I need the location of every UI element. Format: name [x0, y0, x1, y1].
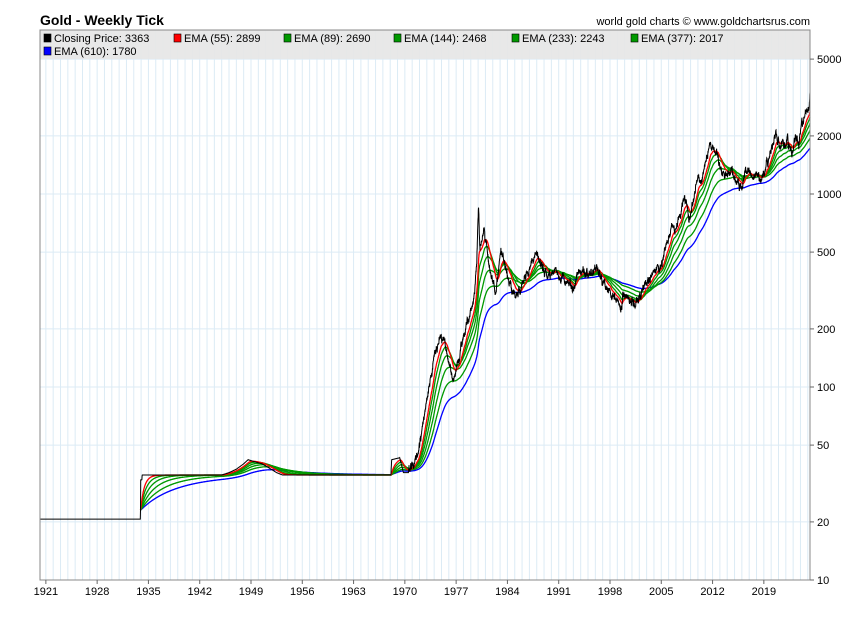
y-tick-label: 500 [817, 247, 835, 259]
y-tick-label: 1000 [817, 189, 841, 201]
x-tick-label: 1984 [495, 586, 519, 598]
x-tick-label: 1970 [393, 586, 417, 598]
y-tick-label: 5000 [817, 54, 841, 66]
x-tick-label: 1998 [598, 586, 622, 598]
x-tick-label: 2019 [752, 586, 776, 598]
ema-610-line [140, 147, 811, 511]
ema-233-line [139, 129, 811, 511]
closing-price-line [40, 92, 811, 520]
plot-area [40, 30, 810, 580]
x-tick-label: 2005 [649, 586, 673, 598]
legend-label: EMA (233): 2243 [522, 33, 605, 45]
legend-label: EMA (610): 1780 [54, 46, 137, 58]
legend-swatch [393, 33, 402, 43]
legend-label: EMA (144): 2468 [404, 33, 487, 45]
plot-border [39, 29, 811, 581]
x-tick-label: 2012 [700, 586, 724, 598]
chart-credit: world gold charts © www.goldchartsrus.co… [595, 16, 810, 28]
y-axis: 5000 2000 1000 500 200 100 50 20 10 [810, 54, 841, 587]
x-tick-label: 1942 [187, 586, 211, 598]
y-tick-label: 50 [817, 440, 829, 452]
x-axis: 1921 1928 1935 1942 1949 1956 1963 1970 1977 1984… [34, 580, 776, 598]
legend-label: Closing Price: 3363 [54, 33, 149, 45]
legend-label: EMA (55): 2899 [184, 33, 260, 45]
x-tick-label: 1949 [239, 586, 263, 598]
ema-89-line [139, 116, 811, 511]
legend-swatch [283, 33, 292, 43]
y-tick-label: 100 [817, 382, 835, 394]
y-tick-label: 10 [817, 575, 829, 587]
ema-377-line [140, 137, 811, 511]
x-tick-label: 1977 [444, 586, 468, 598]
ema-144-line [139, 122, 811, 511]
legend: Closing Price: 3363 EMA (55): 2899 EMA (89… [43, 33, 724, 58]
legend-swatch [173, 33, 182, 43]
legend-background [40, 30, 810, 59]
x-tick-label: 1935 [136, 586, 160, 598]
x-tick-label: 1991 [546, 586, 570, 598]
legend-label: EMA (377): 2017 [641, 33, 724, 45]
x-tick-label: 1963 [341, 586, 365, 598]
x-tick-label: 1928 [85, 586, 109, 598]
series-group [40, 92, 811, 520]
legend-swatch [511, 33, 520, 43]
legend-label: EMA (89): 2690 [294, 33, 370, 45]
x-tick-label: 1956 [290, 586, 314, 598]
y-tick-label: 2000 [817, 131, 841, 143]
y-tick-label: 20 [817, 517, 829, 529]
x-tick-label: 1921 [34, 586, 58, 598]
y-tick-label: 200 [817, 324, 835, 336]
chart-title: Gold - Weekly Tick [40, 12, 164, 28]
legend-swatch [43, 46, 52, 56]
legend-swatch [43, 33, 52, 43]
legend-swatch [630, 33, 639, 43]
